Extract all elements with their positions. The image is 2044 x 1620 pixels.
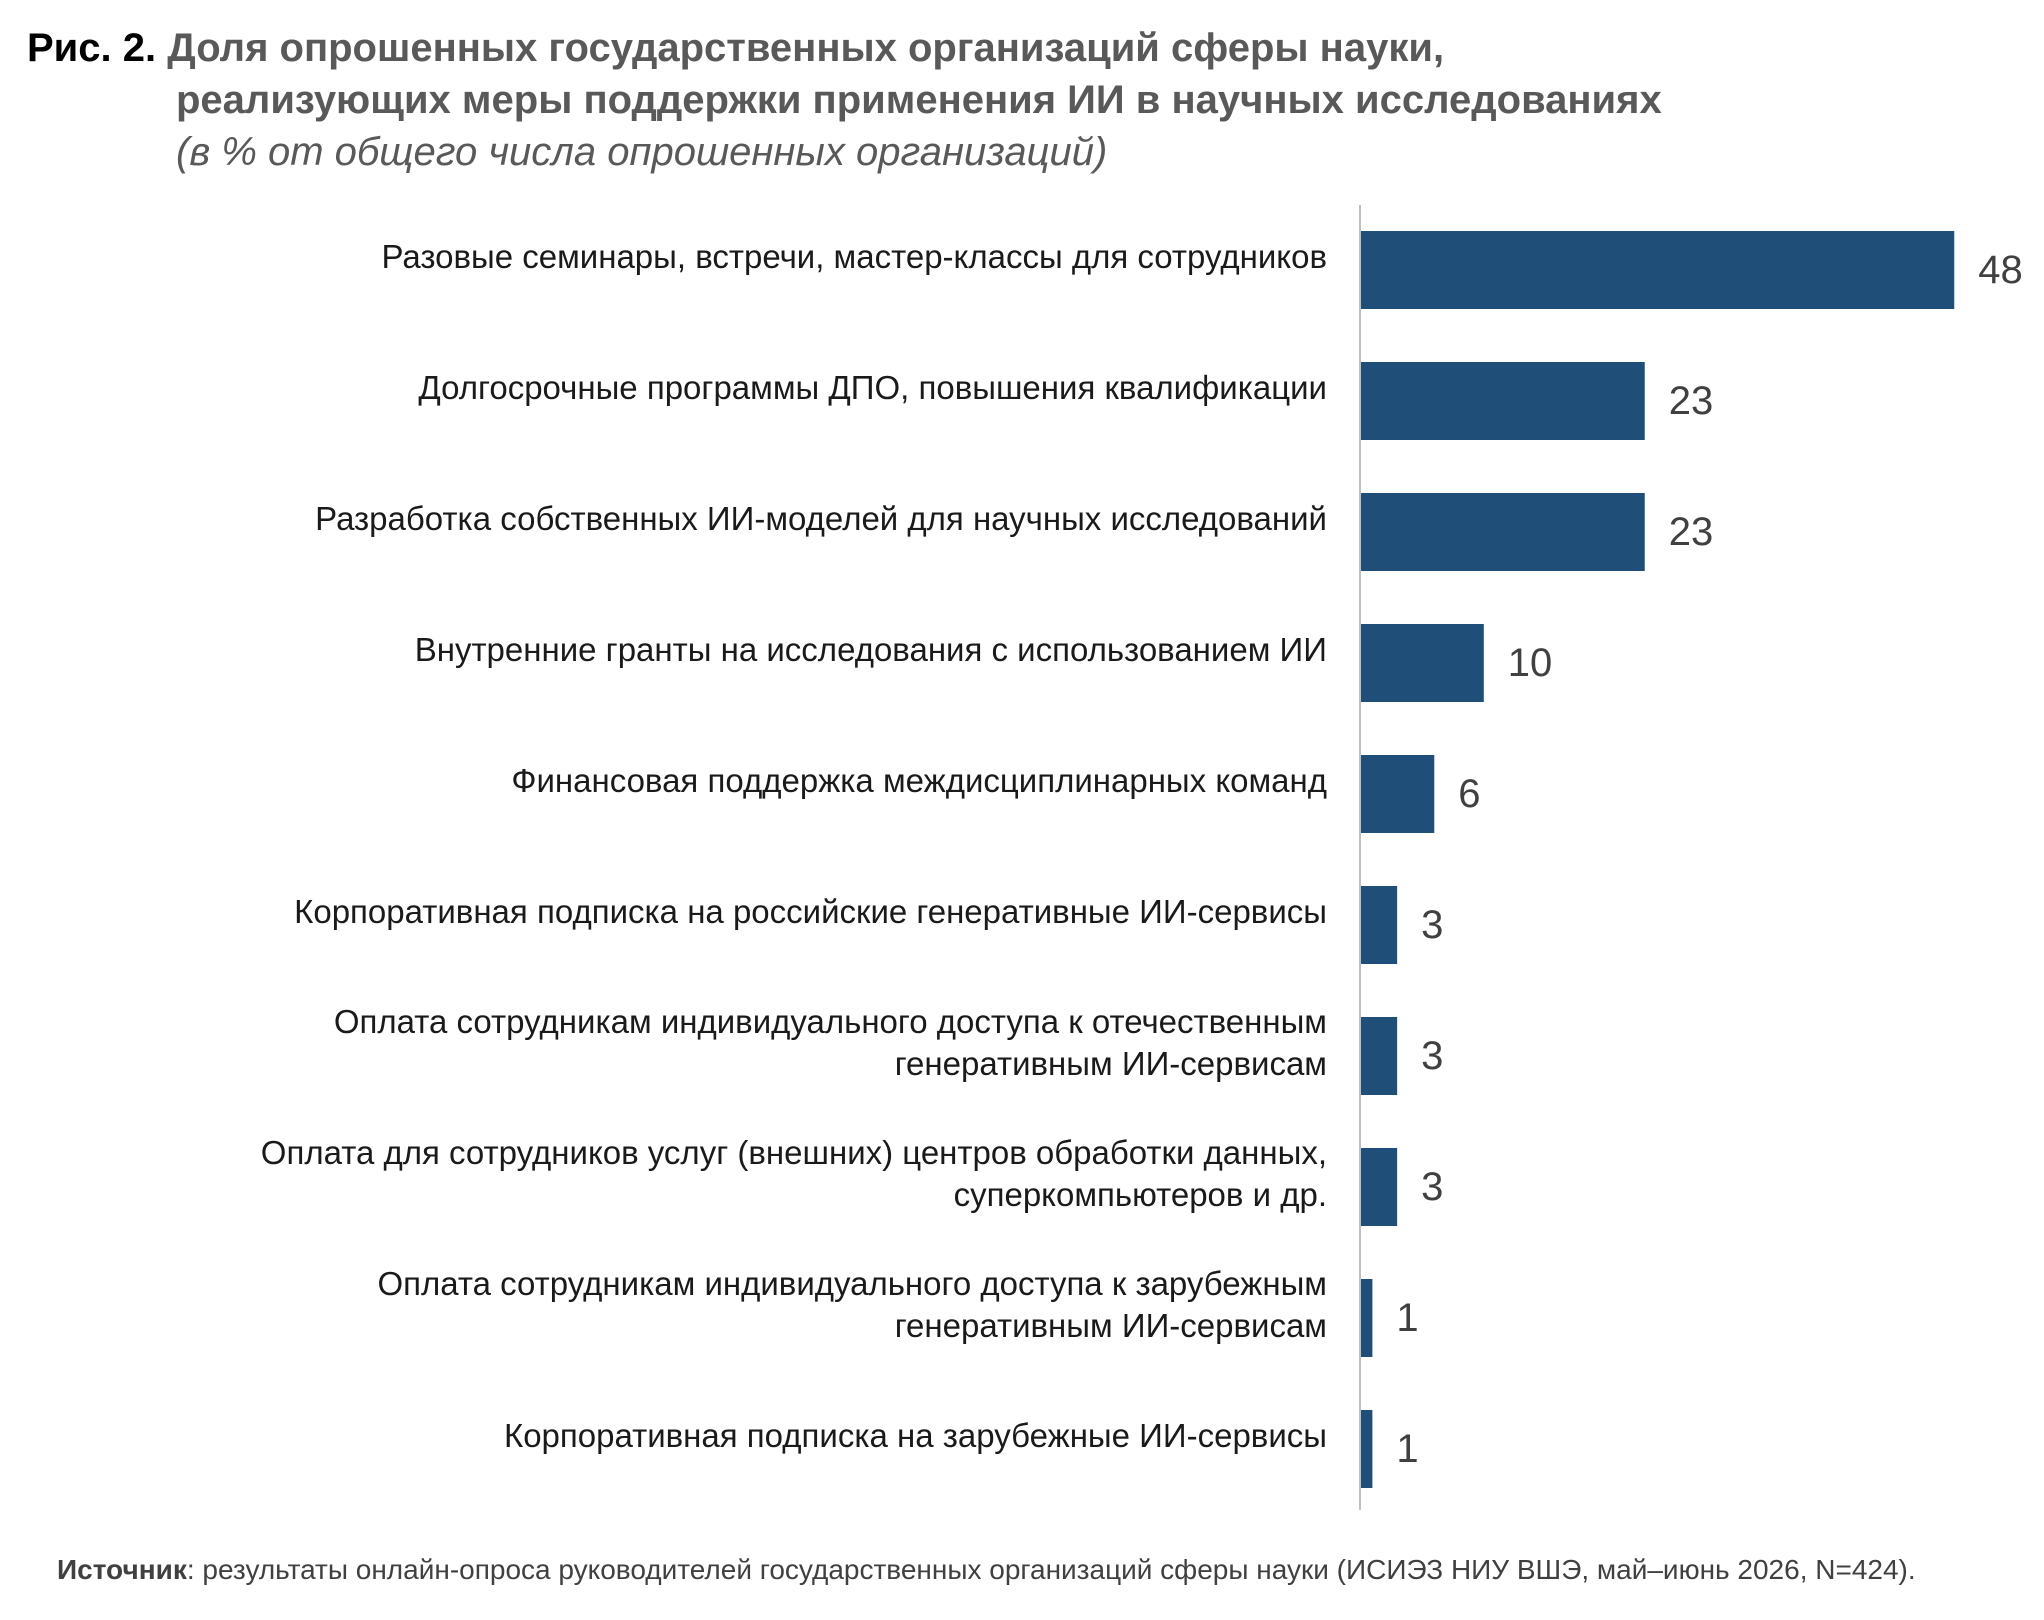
bar-6	[1360, 886, 1398, 964]
category-label-6: Корпоративная подписка на российские ген…	[294, 893, 1327, 930]
data-label-3: 23	[1669, 510, 1714, 554]
bar-1	[1360, 231, 1955, 309]
bar-5	[1360, 755, 1435, 833]
data-label-4: 10	[1508, 641, 1553, 685]
bar-2	[1360, 362, 1645, 440]
category-label-8-line-1: Оплата для сотрудников услуг (внешних) ц…	[261, 1134, 1327, 1171]
category-label-9-line-2: генеративным ИИ-сервисам	[895, 1307, 1327, 1344]
data-label-2: 23	[1669, 379, 1714, 423]
data-label-7: 3	[1421, 1034, 1443, 1078]
category-label-5: Финансовая поддержка междисциплинарных к…	[511, 762, 1327, 799]
bar-8	[1360, 1148, 1398, 1226]
category-label-10: Корпоративная подписка на зарубежные ИИ-…	[504, 1417, 1327, 1454]
bars-layer	[1360, 231, 1955, 1488]
category-label-2: Долгосрочные программы ДПО, повышения кв…	[418, 369, 1327, 406]
category-label-7-line-2: генеративным ИИ-сервисам	[895, 1045, 1327, 1082]
category-label-3: Разработка собственных ИИ-моделей для на…	[315, 500, 1327, 537]
title-line-2: реализующих меры поддержки применения ИИ…	[27, 74, 2017, 126]
data-labels-layer: 48 23 23 10 6 3 3 3 1 1	[1396, 248, 2022, 1471]
data-label-10: 1	[1396, 1427, 1418, 1471]
figure-header: Рис. 2. Доля опрошенных государственных …	[27, 22, 2017, 178]
chart-title-part-1: Доля опрошенных государственных организа…	[167, 26, 1445, 70]
data-label-1: 48	[1978, 248, 2023, 292]
category-label-1: Разовые семинары, встречи, мастер-классы…	[381, 238, 1327, 275]
data-label-6: 3	[1421, 903, 1443, 947]
data-label-9: 1	[1396, 1296, 1418, 1340]
data-label-5: 6	[1458, 772, 1480, 816]
category-label-7-line-1: Оплата сотрудникам индивидуального досту…	[334, 1003, 1327, 1040]
chart-subtitle: (в % от общего числа опрошенных организа…	[176, 130, 1108, 174]
source-text: : результаты онлайн-опроса руководителей…	[186, 1554, 1916, 1585]
category-label-4: Внутренние гранты на исследования с испо…	[415, 631, 1327, 668]
title-line-1: Рис. 2. Доля опрошенных государственных …	[27, 22, 2017, 74]
bar-3	[1360, 493, 1645, 571]
source-label: Источник	[57, 1554, 187, 1585]
source-note: Источник: результаты онлайн-опроса руков…	[57, 1553, 1916, 1587]
bar-10	[1360, 1410, 1373, 1488]
category-label-8-line-2: суперкомпьютеров и др.	[954, 1176, 1327, 1213]
bar-4	[1360, 624, 1484, 702]
category-labels-layer: Разовые семинары, встречи, мастер-классы…	[261, 238, 1327, 1454]
category-label-9-line-1: Оплата сотрудникам индивидуального досту…	[377, 1265, 1327, 1302]
chart-title-part-2: реализующих меры поддержки применения ИИ…	[176, 78, 1662, 122]
bar-7	[1360, 1017, 1398, 1095]
figure-label: Рис. 2.	[27, 26, 157, 70]
bar-9	[1360, 1279, 1373, 1357]
data-label-8: 3	[1421, 1165, 1443, 1209]
